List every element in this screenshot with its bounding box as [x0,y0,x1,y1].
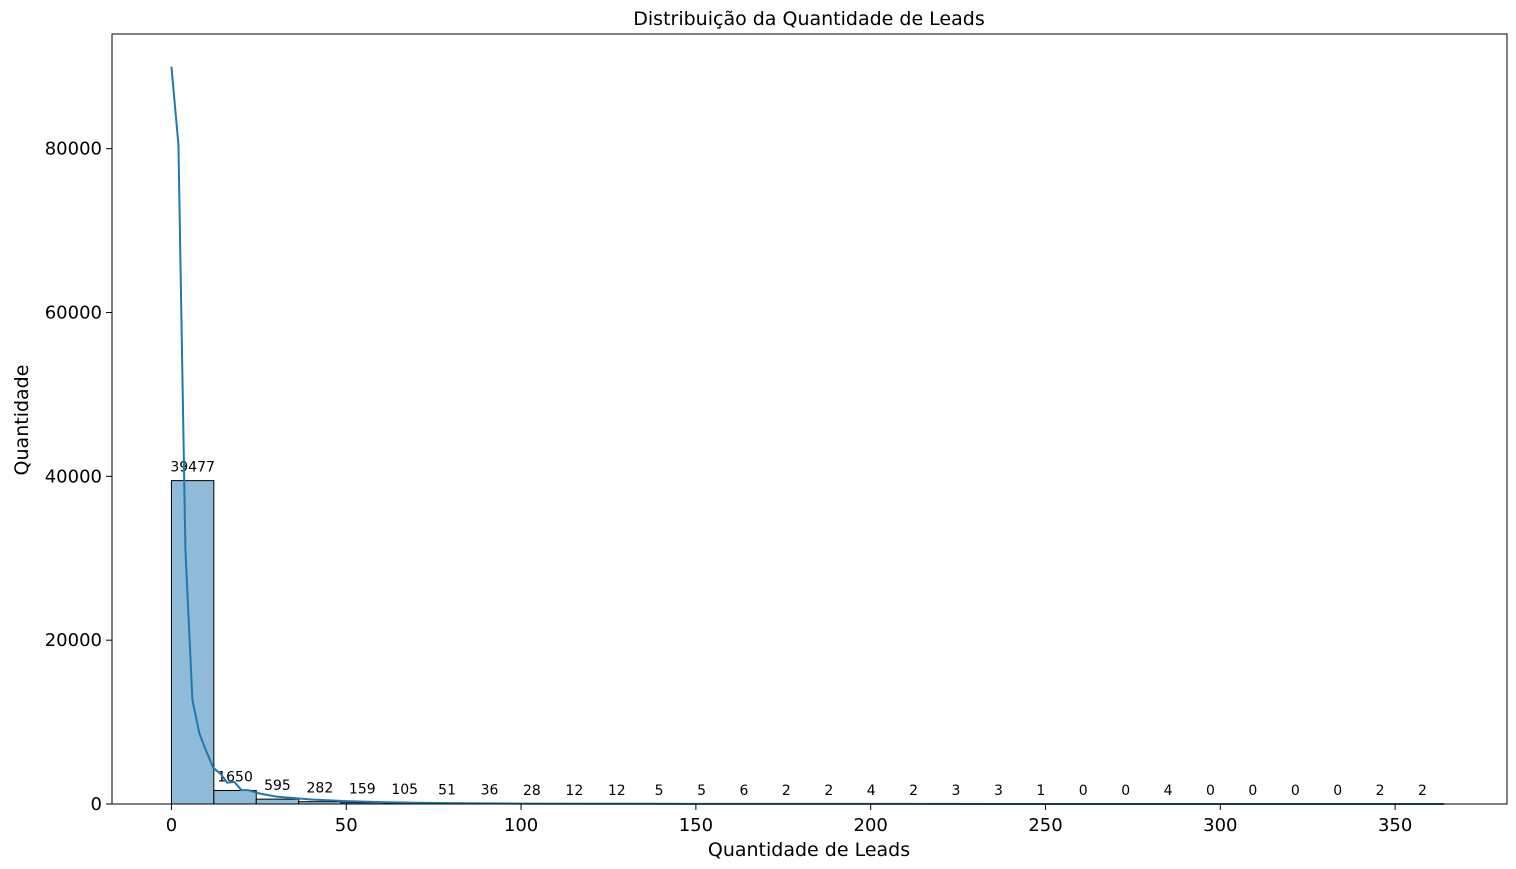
x-tick-label: 100 [504,815,538,836]
bar-value-label: 51 [438,783,456,799]
y-axis-label: Quantidade [11,365,33,476]
bar-value-label: 36 [481,783,499,799]
bar-value-label: 2 [824,783,833,799]
bar-value-label: 159 [349,782,376,798]
bar-value-label: 2 [909,783,918,799]
bar-value-label: 4 [1164,783,1173,799]
bar-value-label: 0 [1206,783,1215,799]
bar-value-label: 0 [1291,783,1300,799]
y-tick-label: 40000 [45,466,102,487]
y-tick-label: 20000 [45,630,102,651]
bar-value-label: 0 [1121,783,1130,799]
bar-value-label: 6 [739,783,748,799]
x-tick-label: 150 [679,815,713,836]
bar-value-label: 5 [697,783,706,799]
bar-value-label: 28 [523,783,541,799]
y-tick-label: 0 [91,794,102,815]
bar-value-label: 12 [608,783,626,799]
bar-value-label: 0 [1333,783,1342,799]
y-tick-label: 80000 [45,139,102,160]
bar-value-label: 105 [391,782,418,798]
plot-frame [111,33,1508,805]
bar-value-label: 3 [994,783,1003,799]
chart-title: Distribuição da Quantidade de Leads [633,8,984,30]
x-tick-label: 0 [166,815,177,836]
x-tick-label: 50 [335,815,358,836]
x-tick-label: 200 [854,815,888,836]
bar-value-label: 1 [1036,783,1045,799]
bar-value-label: 4 [867,783,876,799]
x-axis-ticks: 0 50 100 150 200 250 300 350 [166,804,1412,836]
x-tick-label: 250 [1028,815,1062,836]
histogram-bar [213,789,257,805]
bar-value-label: 39477 [170,460,215,476]
bar-value-label: 595 [264,778,291,794]
bar-value-label: 2 [782,783,791,799]
x-tick-label: 350 [1378,815,1412,836]
x-tick-label: 300 [1203,815,1237,836]
bar-value-label: 2 [1418,783,1427,799]
histogram-bar [255,798,300,805]
bar-value-label: 12 [565,783,583,799]
bar-value-label: 0 [1079,783,1088,799]
bar-value-label: 5 [655,783,664,799]
bar-value-label: 0 [1248,783,1257,799]
y-tick-label: 60000 [45,303,102,324]
bar-value-label: 2 [1376,783,1385,799]
x-axis-label: Quantidade de Leads [708,839,910,861]
bar-value-label: 3 [952,783,961,799]
y-axis-ticks: 0 20000 40000 60000 80000 [45,139,112,815]
bar-value-label: 282 [307,781,334,797]
